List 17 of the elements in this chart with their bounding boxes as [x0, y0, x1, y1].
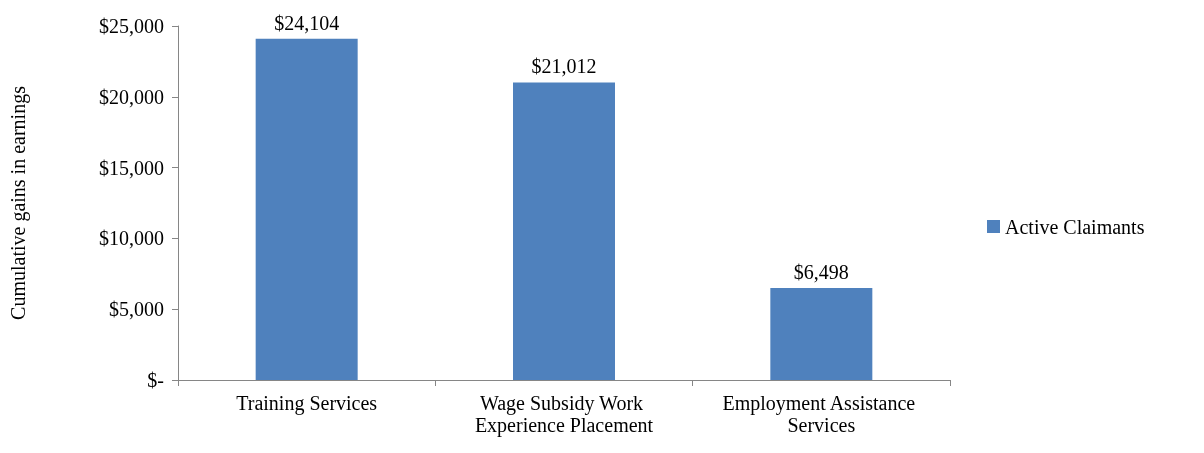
y-tick-label: $25,000: [99, 15, 164, 37]
x-tick-label: Wage Subsidy Work Experience Placement: [474, 392, 654, 437]
data-label: $21,012: [531, 55, 597, 78]
data-label: $6,498: [793, 260, 849, 283]
bar: [255, 38, 358, 380]
bar: [513, 82, 615, 380]
y-tick-label: $15,000: [99, 156, 164, 179]
y-tick-label: $5,000: [109, 298, 164, 321]
y-axis-title: Cumulative gains in earnings: [7, 85, 30, 320]
y-tick-label: $20,000: [99, 85, 164, 108]
x-tick-label: Employment Assistance Services: [722, 392, 921, 436]
x-tick-label: Training Services: [236, 392, 378, 415]
bar: [770, 287, 873, 380]
y-tick-label: $10,000: [99, 227, 164, 250]
legend-label: Active Claimants: [1005, 215, 1145, 238]
data-label: $24,104: [274, 11, 340, 34]
y-tick-label: $-: [147, 369, 164, 391]
